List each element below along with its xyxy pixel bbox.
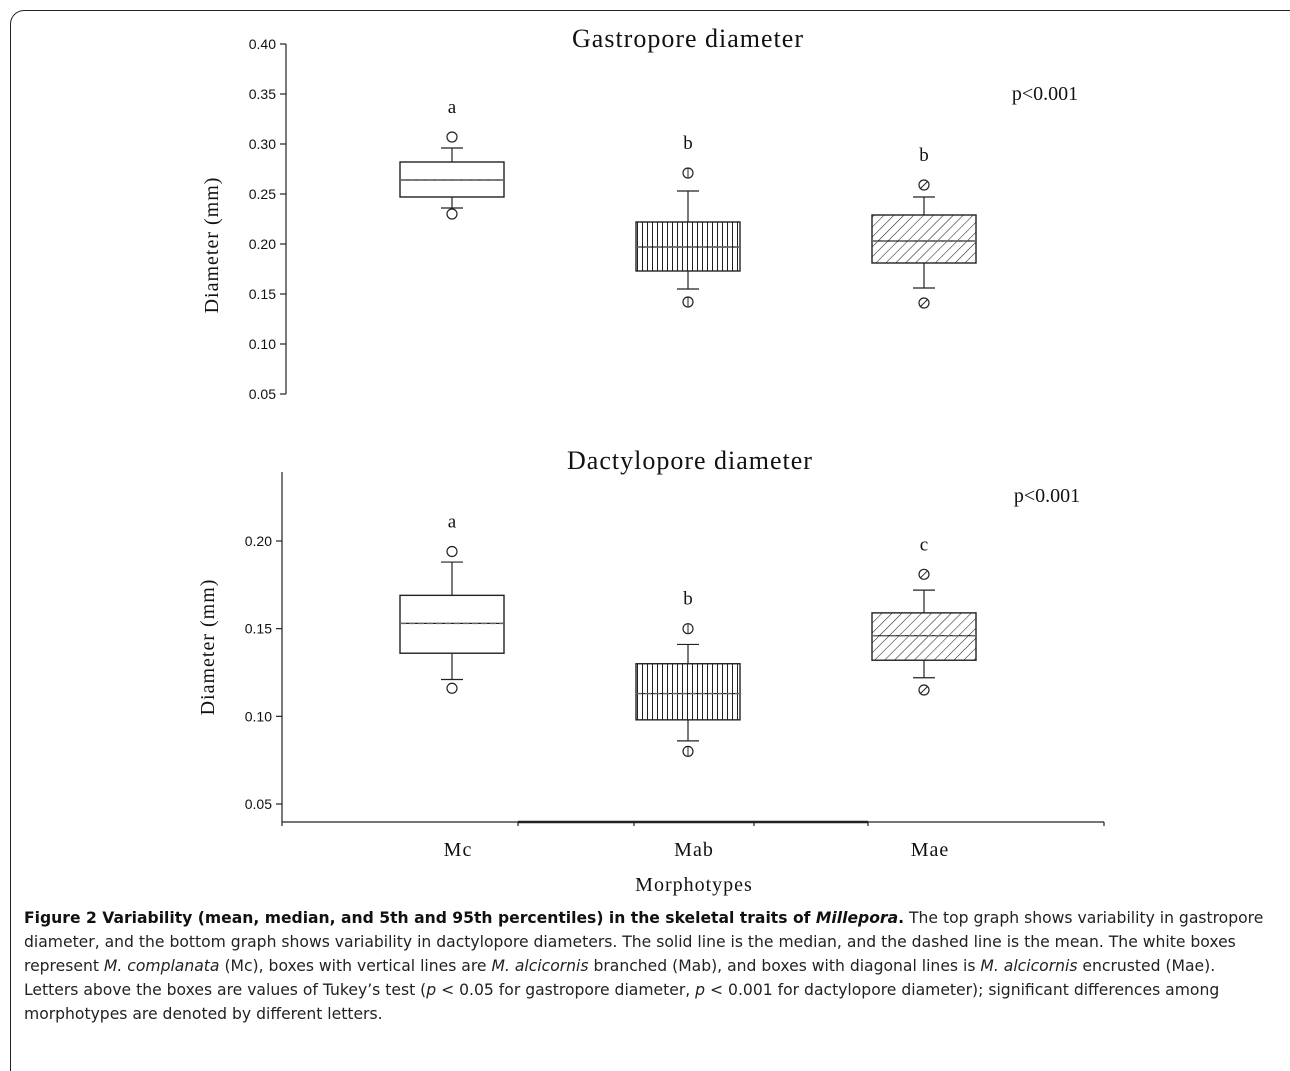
tukey-letter: a: [448, 512, 457, 533]
dactylopore-x-axis: Mc Mab Mae: [281, 820, 1105, 861]
caption-text-1: The top graph shows variability in gastr…: [24, 909, 1264, 975]
gastropore-y-tick-label: 0.15: [249, 286, 276, 302]
caption-text-5: < 0.05 for gastropore diameter,: [436, 981, 696, 999]
p5-marker-hatch: [920, 686, 928, 694]
gastropore-boxes: a b b: [399, 97, 977, 309]
category-label-mae: Mae: [911, 839, 950, 861]
dactylopore-boxes: a b c: [399, 512, 977, 758]
category-label-mc: Mc: [444, 839, 473, 861]
figure-frame: [10, 10, 1290, 1071]
tukey-letter: b: [683, 589, 693, 610]
dactylopore-y-axis: 0.05 0.10 0.15 0.20: [245, 472, 283, 822]
p95-marker: [446, 545, 458, 558]
dactylopore-box-mc: a: [399, 512, 505, 694]
gastropore-box-mab: b: [635, 133, 741, 308]
p5-marker: [446, 208, 458, 220]
gastropore-chart-title: Gastropore diameter: [572, 24, 804, 53]
tukey-letter: b: [919, 145, 929, 166]
gastropore-y-axis: 0.05 0.10 0.15 0.20 0.25 0.30 0.35 0.40: [249, 36, 287, 402]
p95-marker: [446, 131, 458, 143]
tukey-letter: b: [683, 133, 693, 154]
caption-genus: Millepora: [815, 909, 899, 927]
caption-text-6: < 0.001 for dactylopore diameter); signi…: [24, 981, 1220, 1023]
caption-p-1: p: [426, 981, 437, 999]
tukey-letter: c: [920, 534, 928, 555]
gastropore-y-tick-label: 0.20: [249, 236, 276, 252]
x-axis-label: Morphotypes: [635, 874, 753, 896]
box-iqr: [871, 214, 977, 264]
p95-marker-hatch: [920, 570, 928, 579]
tukey-letter: a: [448, 97, 457, 118]
dactylopore-y-tick-label: 0.20: [245, 533, 272, 549]
box-iqr: [871, 612, 977, 661]
gastropore-y-tick-label: 0.40: [249, 36, 276, 52]
dactylopore-y-axis-label: Diameter (mm): [197, 579, 219, 716]
p5-marker-hatch: [920, 299, 928, 307]
dactylopore-chart-title: Dactylopore diameter: [567, 446, 813, 475]
gastropore-y-tick-label: 0.25: [249, 186, 276, 202]
category-label-mab: Mab: [674, 839, 714, 861]
gastropore-p-value: p<0.001: [1012, 83, 1078, 105]
caption-label-text: Figure 2 Variability (mean, median, and …: [24, 909, 816, 927]
figure-caption: Figure 2 Variability (mean, median, and …: [24, 906, 1274, 1026]
dactylopore-y-tick-label: 0.05: [245, 796, 272, 812]
caption-text-2: (Mc), boxes with vertical lines are: [219, 957, 492, 975]
dactylopore-box-mab: b: [635, 589, 741, 758]
p95-marker-hatch: [920, 181, 928, 189]
dactylopore-p-value: p<0.001: [1014, 485, 1080, 507]
box-iqr: [635, 663, 741, 721]
caption-text-3: branched (Mab), and boxes with diagonal …: [588, 957, 981, 975]
dactylopore-y-tick-label: 0.10: [245, 708, 272, 724]
figure-canvas: Gastropore diameter p<0.001 Diameter (mm…: [197, 24, 1105, 896]
gastropore-y-tick-label: 0.10: [249, 336, 276, 352]
caption-species-2: M. alcicornis: [491, 957, 589, 975]
caption-p-2: p: [695, 981, 706, 999]
caption-text-4: encrusted (Mae). Letters above the boxes…: [24, 957, 1216, 999]
caption-species-1: M. complanata: [103, 957, 220, 975]
gastropore-box-mae: b: [871, 145, 977, 309]
gastropore-y-axis-label: Diameter (mm): [201, 177, 223, 314]
dactylopore-box-mae: c: [871, 534, 977, 696]
caption-label-end: .: [898, 909, 905, 927]
caption-label: Figure 2 Variability (mean, median, and …: [24, 909, 904, 927]
gastropore-chart: Gastropore diameter p<0.001 Diameter (mm…: [201, 24, 1078, 402]
dactylopore-y-tick-label: 0.15: [245, 621, 272, 637]
caption-species-3: M. alcicornis: [980, 957, 1078, 975]
p5-marker: [446, 682, 458, 694]
gastropore-box-mc: a: [399, 97, 505, 220]
gastropore-y-tick-label: 0.35: [249, 86, 276, 102]
box-iqr: [399, 594, 505, 654]
gastropore-y-tick-label: 0.30: [249, 136, 276, 152]
dactylopore-chart: Dactylopore diameter p<0.001 Diameter (m…: [197, 446, 1105, 896]
gastropore-y-tick-label: 0.05: [249, 386, 276, 402]
